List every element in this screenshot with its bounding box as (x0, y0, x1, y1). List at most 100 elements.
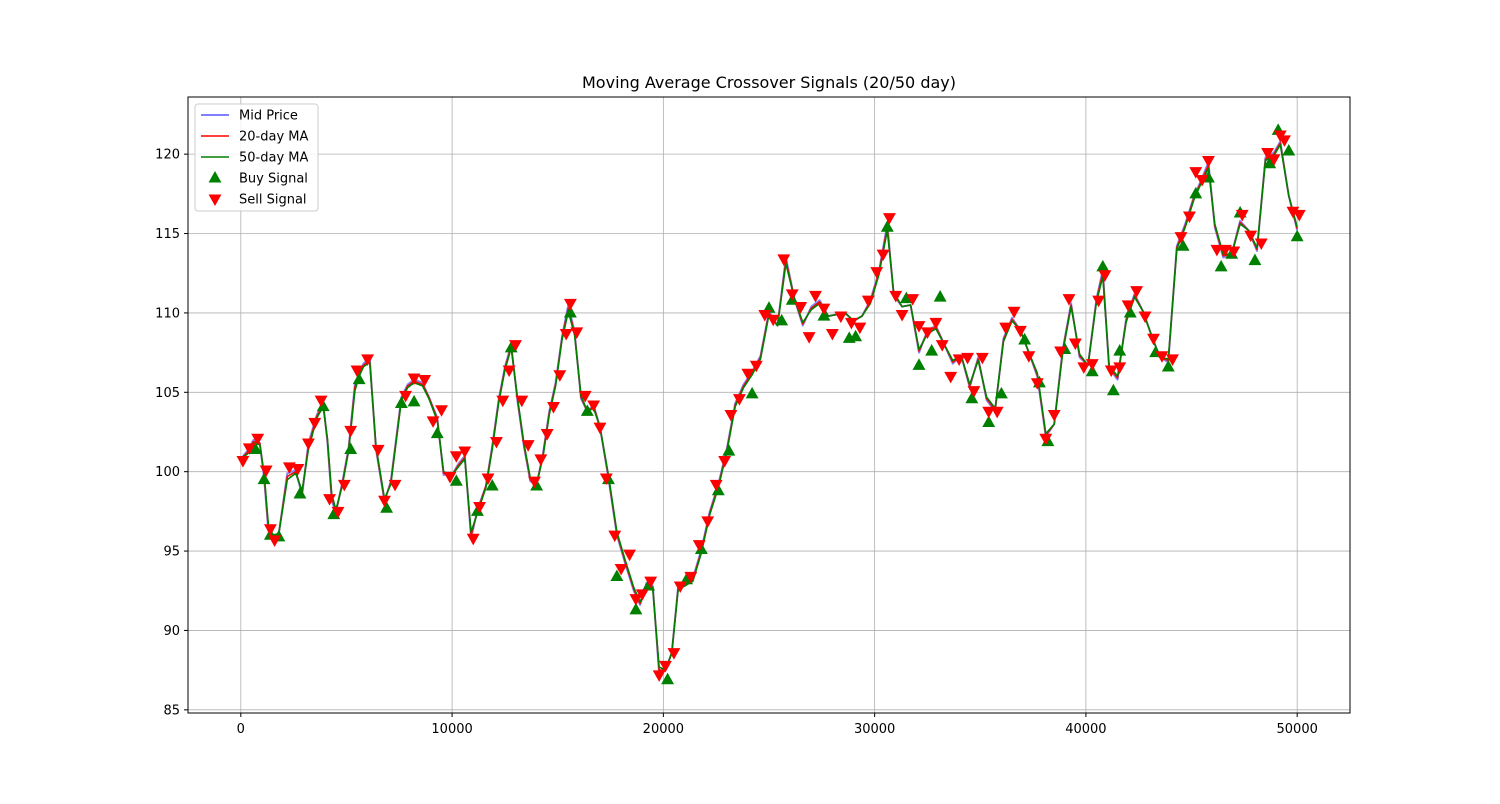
sell-signal-marker (844, 317, 858, 330)
sell-signal-marker (929, 317, 943, 330)
legend-swatch-sell (208, 194, 222, 206)
sell-signal-marker (876, 249, 890, 262)
sell-signal-marker (1047, 409, 1061, 422)
buy-signal-marker (316, 399, 330, 412)
legend-label: 20-day MA (239, 130, 308, 145)
buy-signal-marker (1018, 332, 1032, 345)
sell-signal-marker (921, 327, 934, 339)
sell-signal-marker (701, 516, 715, 528)
buy-signal-marker (352, 372, 366, 385)
plot-frame (187, 96, 1351, 714)
sell-signal-marker (490, 436, 503, 449)
sell-signal-marker (291, 463, 305, 476)
sell-signal-marker (540, 429, 554, 441)
sell-signal-marker (952, 354, 966, 366)
buy-signal-marker (982, 415, 996, 428)
y-tick-label: 110 (155, 306, 180, 321)
buy-signal-marker (530, 478, 544, 491)
sell-signal-marker (259, 465, 273, 478)
sell-signal-marker (1210, 244, 1224, 257)
buy-signal-marker (293, 486, 307, 499)
sell-signal-marker (1130, 286, 1144, 298)
sell-signal-marker (344, 425, 358, 438)
buy-signal-marker (629, 602, 643, 615)
buy-signal-marker (722, 444, 736, 456)
sell-signal-marker (853, 322, 867, 335)
sell-signal-marker (407, 373, 421, 386)
legend-label: Mid Price (239, 109, 298, 124)
buy-signal-marker (1176, 239, 1190, 251)
sell-signal-marker (975, 352, 989, 365)
buy-signal-marker (762, 301, 776, 313)
buy-signal-marker (849, 329, 863, 342)
sell-signal-marker (732, 394, 746, 406)
legend: Mid Price 20-day MA 50-day MA Buy Signal Sel… (194, 103, 319, 212)
legend-label: Sell Signal (239, 193, 307, 208)
grid-layer (188, 97, 1350, 713)
sell-signal-marker (749, 360, 763, 373)
buy-signal-marker (694, 542, 708, 555)
sell-signal-marker (1267, 154, 1281, 166)
sell-signal-marker (652, 670, 666, 682)
sell-signal-marker (521, 440, 535, 452)
buy-signal-marker (1096, 259, 1110, 272)
buy-signal-marker (1106, 383, 1120, 396)
sell-signal-marker (1077, 362, 1091, 374)
buy-signal-marker (1282, 143, 1296, 156)
sell-signal-marker (1007, 306, 1021, 319)
buy-signal-marker (1263, 156, 1277, 169)
sell-signal-marker (882, 213, 896, 225)
sell-signal-marker (961, 352, 975, 365)
sell-signal-marker (817, 303, 831, 316)
y-tick-label: 85 (163, 703, 180, 718)
sell-signal-marker (709, 479, 723, 492)
sell-signal-marker (587, 400, 601, 412)
sell-signal-marker (724, 409, 738, 422)
sell-signal-marker (1030, 378, 1044, 390)
sell-signal-marker (944, 371, 958, 384)
buy-signal-marker (1161, 359, 1175, 372)
buy-signal-marker (711, 483, 725, 496)
sell-signal-marker (684, 571, 698, 584)
sell-signal-marker (990, 406, 1004, 419)
sell-signal-marker (1244, 230, 1258, 243)
sell-signal-marker (1113, 362, 1127, 374)
sell-signal-marker (635, 589, 649, 601)
sell-signal-marker (1254, 238, 1268, 251)
sell-signal-marker (553, 370, 567, 382)
sell-signal-marker (673, 581, 687, 593)
sell-signal-marker (967, 386, 981, 398)
sell-signal-marker (608, 530, 622, 543)
sell-signal-marker (802, 332, 816, 344)
sell-signal-marker (378, 495, 391, 508)
sell-signal-marker (314, 395, 328, 408)
legend-label: 50-day MA (239, 151, 308, 166)
sell-signal-marker (1062, 294, 1076, 306)
sell-signal-marker (1085, 359, 1099, 371)
x-tick-label: 50000 (1277, 722, 1318, 737)
sell-signal-marker (443, 471, 457, 484)
sell-signal-marker (481, 473, 495, 486)
sell-signal-marker (667, 648, 681, 660)
legend-label: Buy Signal (239, 172, 308, 187)
sell-signal-marker (1195, 175, 1209, 187)
buy-signal-marker (642, 578, 656, 591)
x-tick-label: 20000 (643, 722, 684, 737)
buy-signal-marker (933, 290, 947, 302)
buy-signal-marker (430, 426, 444, 439)
sell-signal-marker (1022, 351, 1036, 363)
sell-signal-marker (337, 479, 351, 492)
buy-signal-marker (257, 472, 271, 485)
sell-signal-marker (1013, 325, 1027, 338)
buy-signal-marker (965, 391, 979, 404)
sell-signal-marker (1227, 246, 1241, 258)
sell-signal-marker (301, 438, 315, 451)
sell-signal-marker (466, 533, 480, 546)
buy-signal-marker (1248, 253, 1262, 266)
sell-signal-marker (515, 395, 529, 408)
sell-signal-marker (644, 576, 658, 589)
sell-signal-marker (861, 295, 875, 308)
sell-signal-marker (1104, 365, 1118, 378)
sell-signal-marker (578, 390, 592, 403)
